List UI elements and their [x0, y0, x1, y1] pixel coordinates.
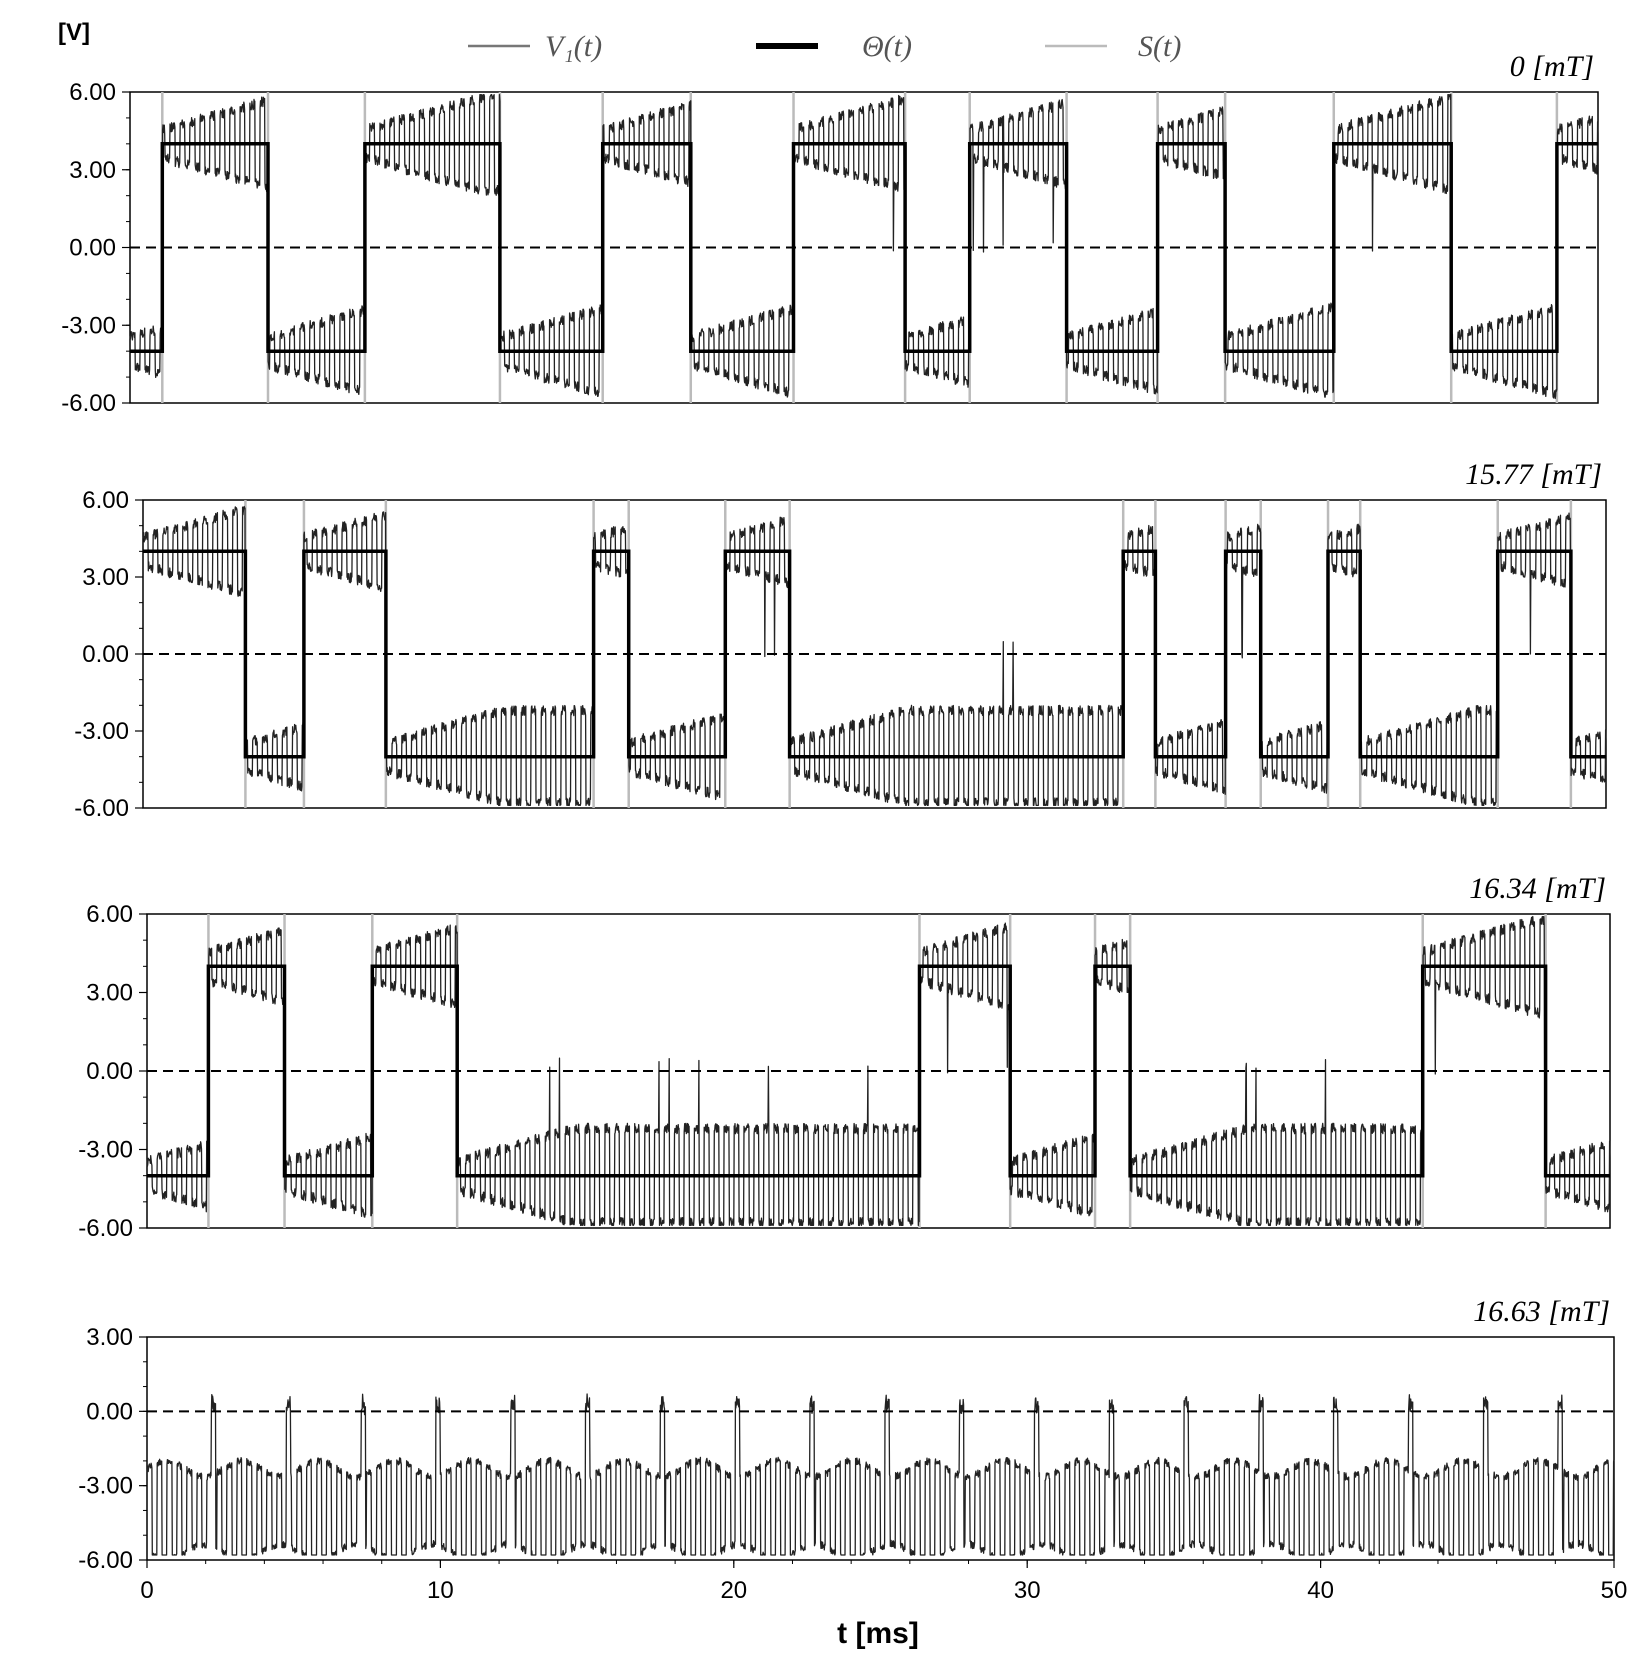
x-axis-title: t [ms] [837, 1617, 919, 1650]
panel-2: 6.00 3.00 0.00 -3.00 -6.00 15.77 [mT] [74, 458, 1607, 822]
panel-1: 6.00 3.00 0.00 -3.00 -6.00 0 [mT] [61, 50, 1599, 417]
panel-4: 3.00 0.00 -3.00 -6.00 16.63 [mT] [78, 1295, 1615, 1574]
y-tick-label: -6.00 [61, 390, 116, 417]
y-tick-label: 0.00 [69, 235, 116, 262]
y-tick-label: 6.00 [82, 487, 129, 514]
v1-signal [129, 93, 1599, 400]
x-tick-label: 0 [140, 1577, 153, 1604]
panel-3: 6.00 3.00 0.00 -3.00 -6.00 16.34 [mT] [78, 872, 1611, 1242]
legend-label-1: V₁(t) [545, 30, 602, 63]
x-tick-label: 20 [720, 1577, 747, 1604]
panels: 6.00 3.00 0.00 -3.00 -6.00 0 [mT] 6.00 3.00 0.00… [61, 50, 1615, 1574]
x-tick-label: 50 [1601, 1577, 1628, 1604]
y-tick-label: 3.00 [86, 1324, 133, 1351]
y-tick-label: 3.00 [86, 980, 133, 1007]
v1-signal [142, 505, 1607, 807]
y-tick-label: 0.00 [86, 1398, 133, 1425]
theta-signal [147, 964, 1610, 1178]
legend-label-3: S(t) [1138, 30, 1181, 63]
legend-label-2: Θ(t) [862, 30, 912, 63]
theta-signal [130, 142, 1598, 353]
field-label: 15.77 [mT] [1465, 458, 1602, 491]
v1-signal [146, 915, 1611, 1227]
y-tick-label: -3.00 [78, 1473, 133, 1500]
y-tick-label: 3.00 [69, 157, 116, 184]
y-unit-label: [V] [58, 19, 90, 46]
y-tick-label: 0.00 [86, 1058, 133, 1085]
x-tick-label: 30 [1014, 1577, 1041, 1604]
field-label: 16.63 [mT] [1473, 1295, 1610, 1328]
theta-signal [143, 549, 1606, 759]
y-tick-label: -3.00 [74, 718, 129, 745]
v1-signal [146, 1393, 1615, 1556]
y-tick-label: -3.00 [61, 312, 116, 339]
y-tick-label: -6.00 [74, 795, 129, 822]
x-axis: 0 10 20 30 40 50 [140, 1560, 1627, 1604]
y-tick-label: 6.00 [86, 901, 133, 928]
y-tick-label: -3.00 [78, 1137, 133, 1164]
legend: V₁(t) Θ(t) S(t) [468, 30, 1181, 63]
y-tick-label: 0.00 [82, 641, 129, 668]
field-label: 16.34 [mT] [1469, 872, 1606, 905]
field-label: 0 [mT] [1510, 50, 1594, 83]
y-tick-label: -6.00 [78, 1547, 133, 1574]
y-tick-label: -6.00 [78, 1215, 133, 1242]
plot-frame [146, 1336, 1615, 1561]
x-tick-label: 40 [1307, 1577, 1334, 1604]
x-tick-label: 10 [427, 1577, 454, 1604]
y-tick-label: 6.00 [69, 79, 116, 106]
y-tick-label: 3.00 [82, 564, 129, 591]
